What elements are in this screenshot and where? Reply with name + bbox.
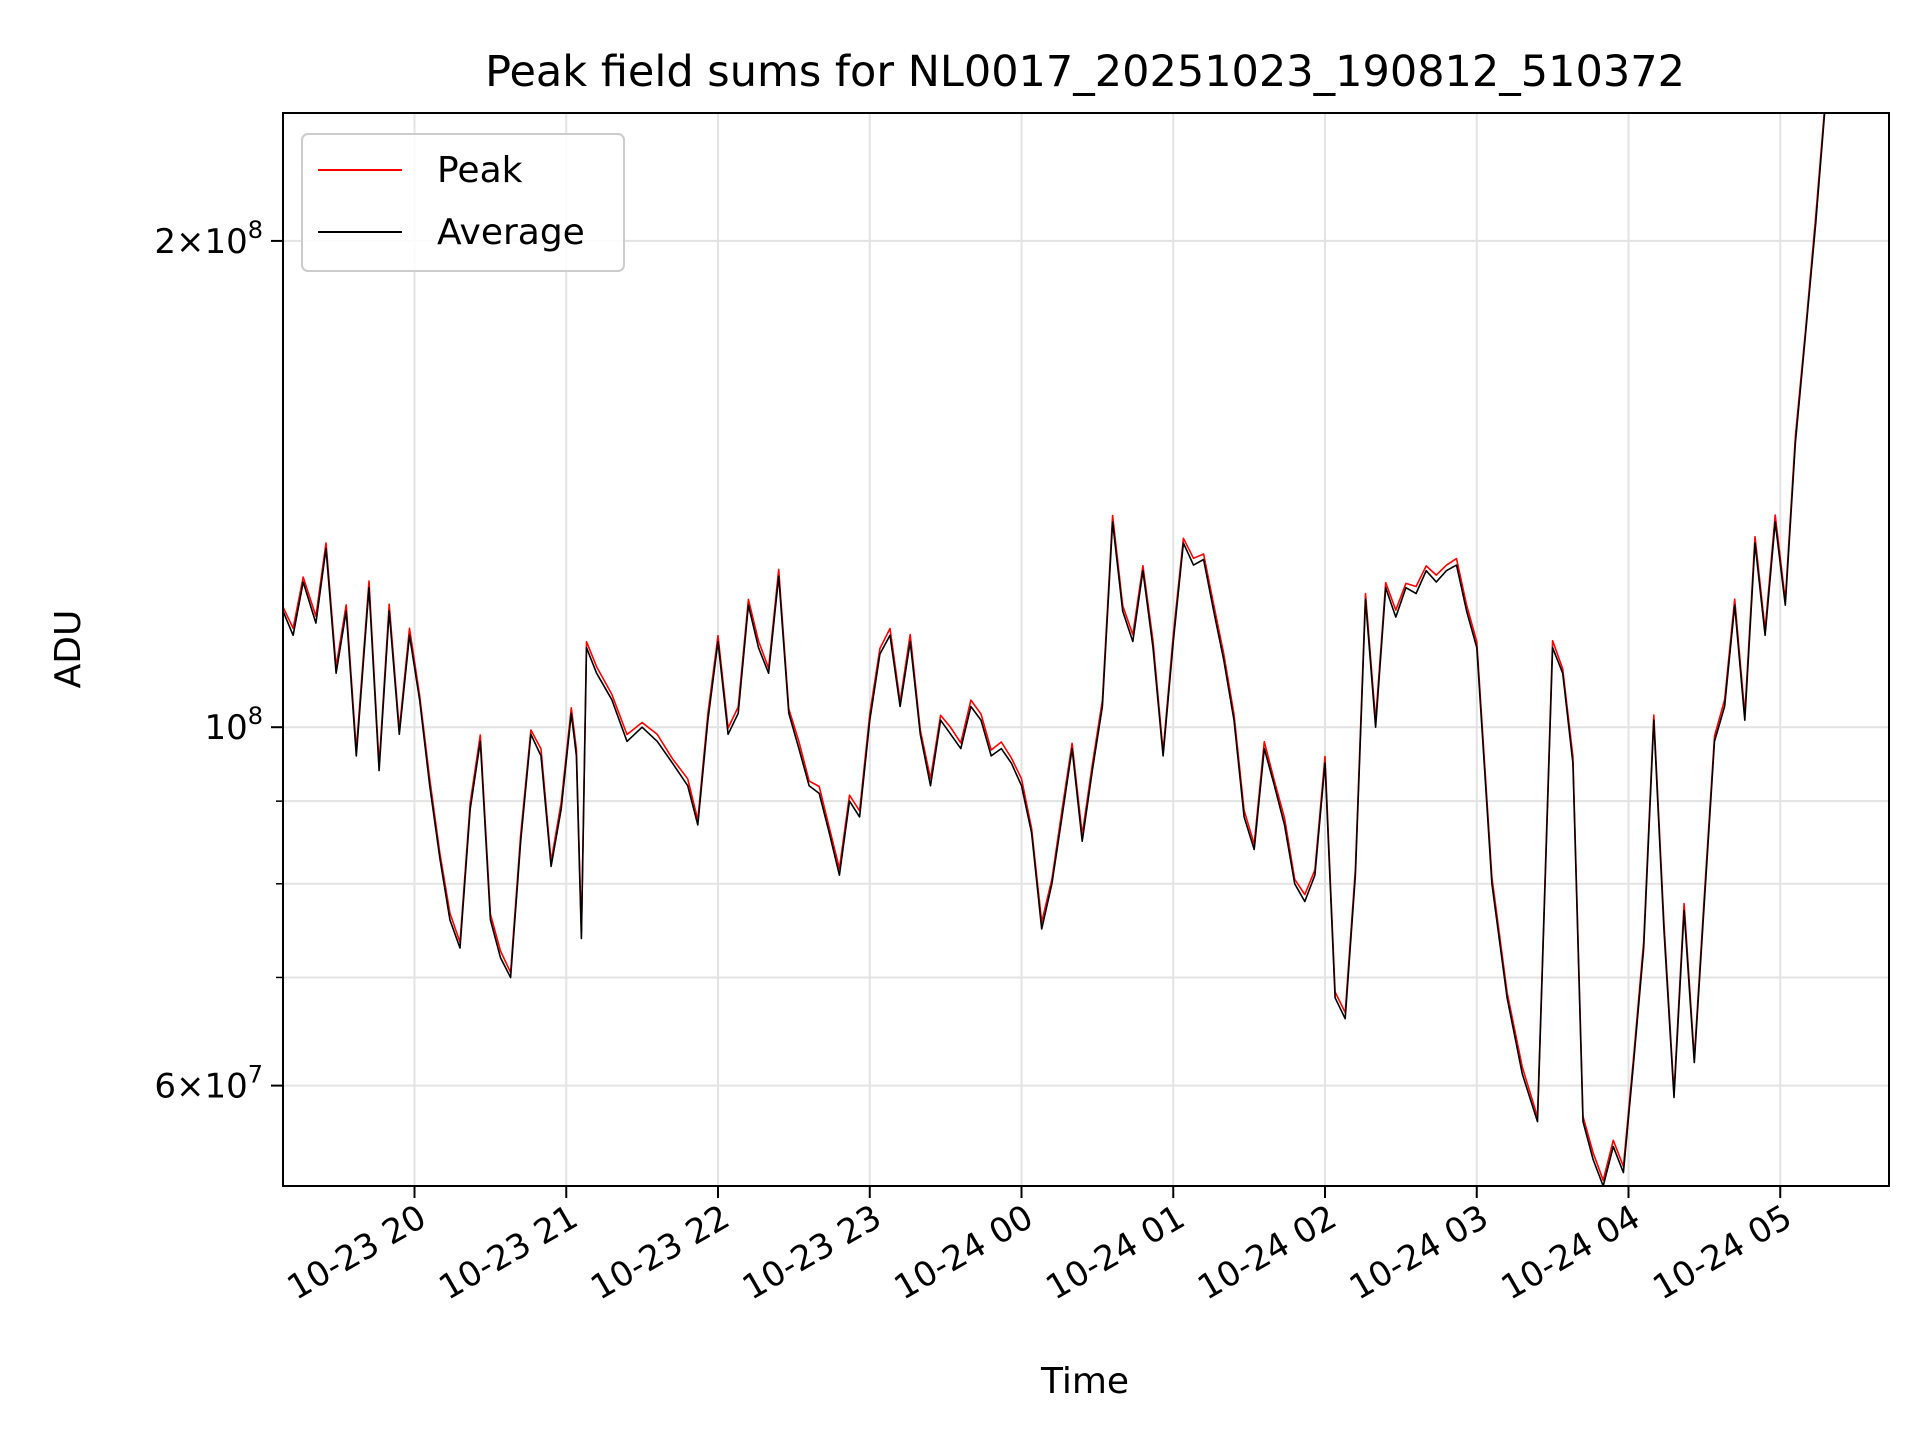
legend-label-peak: Peak	[437, 150, 523, 191]
chart-title: Peak field sums for NL0017_20251023_1908…	[485, 47, 1685, 97]
legend-label-average: Average	[437, 212, 585, 253]
legend: Peak Average	[301, 133, 625, 272]
x-axis-label: Time	[1040, 1361, 1129, 1402]
y-tick-label: 6×107	[154, 1061, 263, 1107]
series-layer	[283, 113, 1826, 1186]
y-tick-label: 2×108	[154, 216, 263, 262]
plot-area-frame	[282, 112, 1890, 1187]
series-line-average	[283, 113, 1826, 1186]
y-axis-label: ADU	[48, 610, 89, 689]
legend-box	[301, 133, 625, 272]
y-axis-ticks: 6×107 108 2×108	[154, 216, 283, 1107]
y-tick-label: 108	[204, 702, 263, 748]
